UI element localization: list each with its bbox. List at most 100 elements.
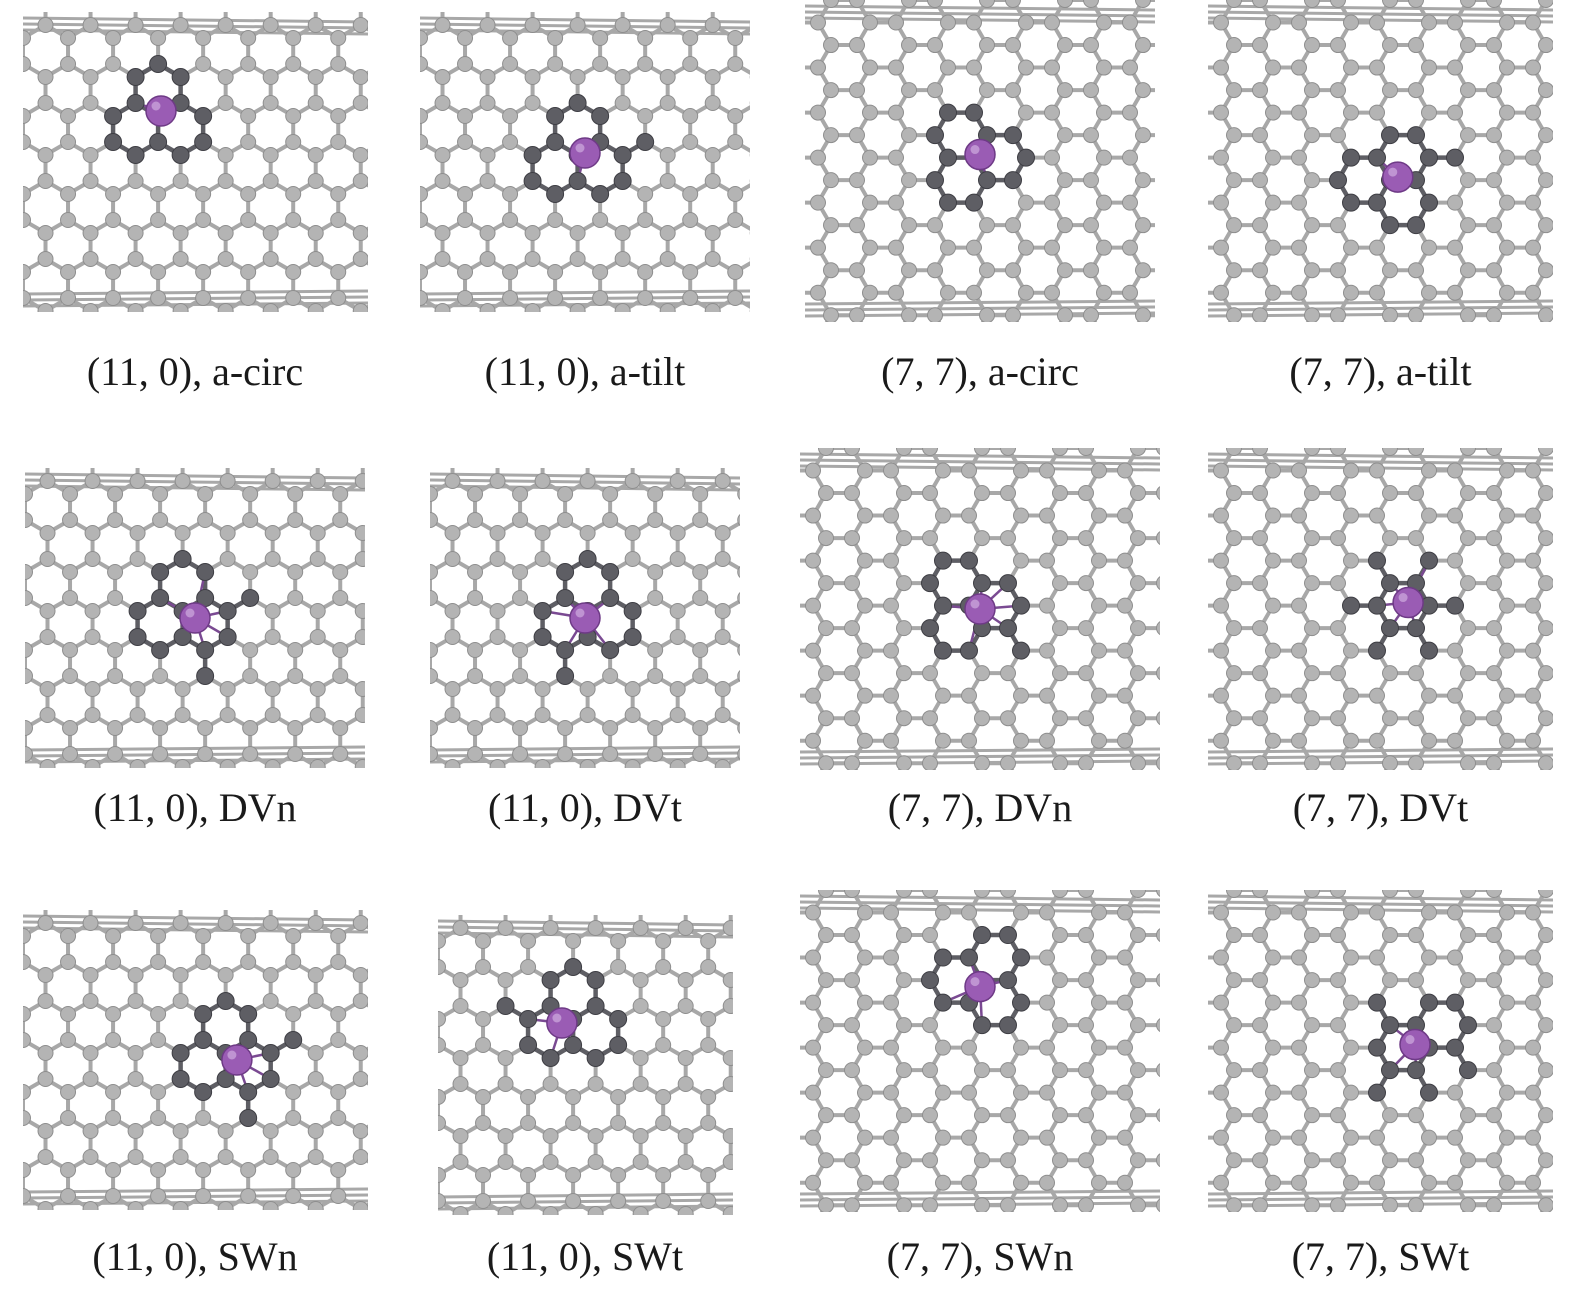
carbon-atom — [82, 303, 99, 312]
dopant-highlight — [575, 143, 585, 153]
carbon-atom — [1091, 1129, 1107, 1146]
carbon-atom — [1265, 1039, 1281, 1056]
defect-carbon-atom — [586, 1049, 605, 1067]
carbon-atom — [534, 707, 551, 723]
defect-carbon-atom — [1012, 993, 1030, 1012]
panel-caption: (7, 7), a-circ — [881, 349, 1079, 394]
carbon-atom — [1343, 552, 1359, 569]
carbon-atom — [1252, 0, 1268, 8]
carbon-atom — [1078, 927, 1094, 944]
carbon-atom — [1156, 973, 1160, 987]
carbon-atom — [457, 212, 474, 228]
carbon-atom — [1486, 1107, 1502, 1124]
carbon-atom — [330, 212, 347, 228]
carbon-atom — [172, 303, 189, 312]
carbon-atom — [1408, 448, 1424, 456]
carbon-atom — [922, 1062, 938, 1079]
carbon-atom — [579, 473, 596, 489]
carbon-atom — [1486, 1017, 1502, 1034]
carbon-atom — [1330, 1062, 1346, 1079]
rim-line-bottom — [420, 289, 750, 296]
carbon-atom — [285, 1162, 302, 1178]
carbon-atom — [1156, 448, 1160, 455]
rim-line-top — [800, 452, 1160, 460]
carbon-atom — [1499, 14, 1515, 31]
defect-carbon-atom — [284, 1031, 303, 1049]
carbon-atom — [1091, 1039, 1107, 1056]
carbon-atom — [1369, 104, 1385, 121]
carbon-atom — [262, 17, 279, 33]
carbon-atom — [704, 303, 721, 312]
carbon-atom — [1052, 575, 1068, 592]
carbon-atom — [805, 904, 821, 921]
carbon-atom — [1486, 1197, 1502, 1212]
carbon-atom — [1343, 732, 1359, 749]
carbon-atom — [479, 147, 496, 163]
defect-carbon-atom — [1420, 551, 1438, 570]
carbon-atom — [82, 1201, 99, 1210]
carbon-atom — [1304, 307, 1320, 322]
carbon-atom — [844, 1062, 860, 1079]
carbon-atom — [60, 1188, 77, 1204]
carbon-atom — [240, 212, 257, 228]
carbon-atom — [479, 69, 496, 85]
carbon-atom — [352, 225, 368, 241]
panel-11-0-SWn: (11, 0), SWn — [0, 885, 390, 1293]
carbon-atom — [896, 890, 912, 898]
carbon-atom — [1330, 217, 1346, 234]
carbon-atom — [727, 134, 744, 150]
carbon-atom — [1343, 904, 1359, 921]
carbon-atom — [569, 225, 586, 241]
carbon-atom — [37, 225, 54, 241]
carbon-atom — [805, 462, 821, 479]
carbon-atom — [1156, 1153, 1160, 1168]
carbon-atom — [1460, 1107, 1476, 1124]
carbon-atom — [1226, 1062, 1242, 1079]
carbon-atom — [1304, 1107, 1320, 1124]
carbon-atom — [1083, 172, 1099, 189]
carbon-atom — [489, 473, 506, 489]
carbon-atom — [1013, 507, 1029, 524]
carbon-atom — [285, 1110, 302, 1126]
carbon-atom — [547, 212, 564, 228]
carbon-atom — [1078, 575, 1094, 592]
carbon-atom — [1525, 1129, 1541, 1146]
carbon-atom — [1538, 665, 1553, 682]
carbon-atom — [1091, 687, 1107, 704]
carbon-atom — [655, 1089, 672, 1105]
carbon-atom — [1252, 710, 1268, 727]
carbon-atom — [195, 290, 212, 306]
carbon-atom — [195, 30, 212, 46]
carbon-atom — [805, 732, 821, 749]
carbon-atom — [1304, 927, 1320, 944]
defect-carbon-atom — [973, 1016, 991, 1035]
carbon-atom — [737, 747, 740, 761]
carbon-atom — [1343, 462, 1359, 479]
carbon-atom — [307, 17, 324, 33]
carbon-atom — [1538, 217, 1553, 234]
defect-carbon-atom — [151, 563, 170, 581]
carbon-atom — [1265, 904, 1281, 921]
carbon-atom — [105, 928, 122, 944]
dopant-atom — [964, 138, 996, 171]
carbon-atom — [1330, 755, 1346, 770]
carbon-atom — [901, 0, 917, 8]
carbon-atom — [1525, 642, 1541, 659]
carbon-atom — [1013, 687, 1029, 704]
defect-carbon-atom — [601, 563, 620, 581]
carbon-atom — [1052, 485, 1068, 502]
carbon-atom — [1265, 507, 1281, 524]
carbon-atom — [524, 303, 541, 312]
carbon-atom — [1130, 1062, 1146, 1079]
carbon-atom — [107, 668, 124, 684]
carbon-atom — [1486, 927, 1502, 944]
carbon-atom — [1252, 307, 1268, 322]
carbon-atom — [1130, 665, 1146, 682]
carbon-atom — [330, 954, 347, 970]
dopant-highlight — [1388, 167, 1398, 177]
carbon-atom — [1005, 307, 1021, 322]
carbon-atom — [307, 173, 324, 189]
carbon-atom — [974, 1197, 990, 1212]
carbon-atom — [82, 1149, 99, 1165]
carbon-atom — [1499, 1129, 1515, 1146]
